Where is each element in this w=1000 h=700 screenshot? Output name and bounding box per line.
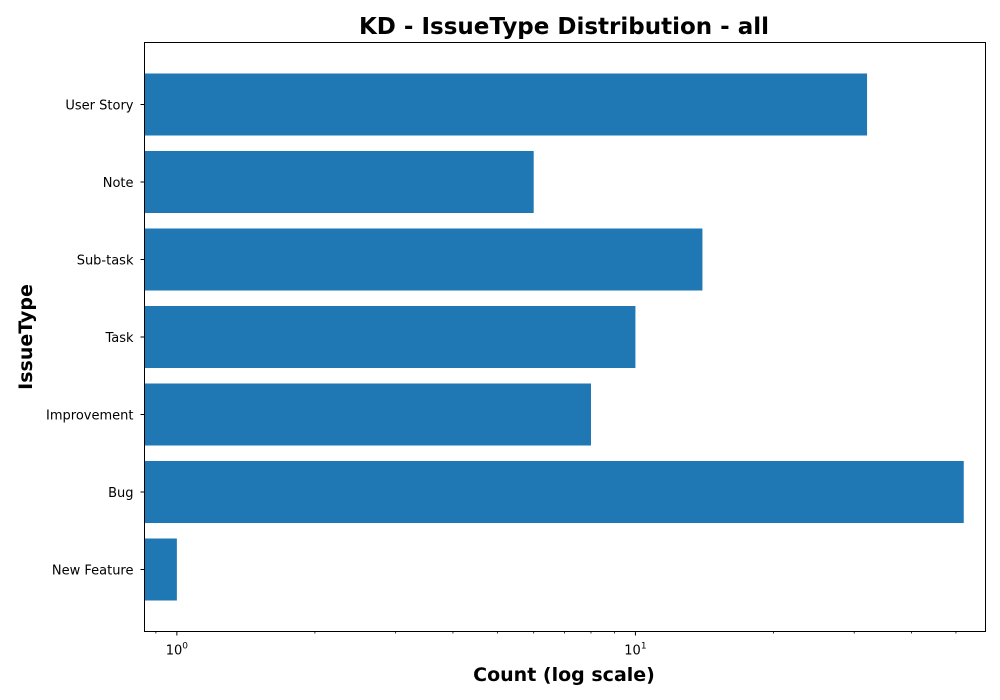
y-ticks-group: User Story Note Sub-task Task Improvement Bug… [46, 99, 145, 579]
y-tick-label: Improvement [46, 409, 133, 424]
y-tick-label: User Story [65, 99, 133, 114]
bar-sub-task [144, 228, 703, 291]
bar-note [144, 151, 534, 213]
x-axis-label: Count (log scale) [473, 664, 655, 686]
chart-title: KD - IssueType Distribution - all [359, 14, 769, 40]
bar-user-story [144, 73, 868, 136]
x-ticks-group: 100 101 [155, 631, 957, 659]
bar-new-feature [144, 538, 177, 601]
y-axis-label: IssueType [15, 284, 37, 390]
plot-frame [144, 42, 986, 632]
bars-group [144, 73, 964, 601]
y-tick-label: Task [104, 331, 134, 346]
x-tick-label: 100 [166, 642, 189, 659]
bar-improvement [144, 383, 591, 446]
x-tick-label: 101 [624, 642, 646, 659]
y-tick-label: Note [103, 176, 134, 191]
y-tick-label: Bug [108, 486, 133, 501]
y-tick-label: Sub-task [77, 254, 134, 269]
bar-task [144, 306, 636, 368]
bar-bug [144, 461, 964, 523]
y-tick-label: New Feature [52, 564, 134, 579]
